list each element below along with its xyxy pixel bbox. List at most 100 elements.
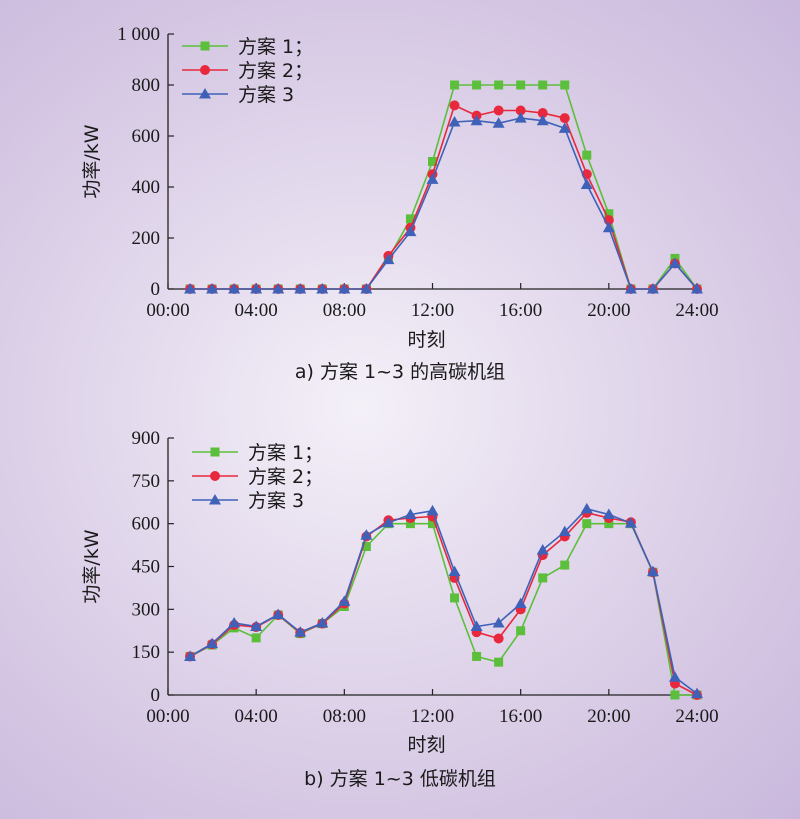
data-point — [691, 283, 703, 294]
data-point — [493, 105, 504, 116]
y-tick-label: 900 — [132, 428, 161, 449]
data-point — [294, 626, 307, 637]
data-point — [580, 178, 593, 189]
y-tick-label: 450 — [132, 557, 161, 578]
data-point — [450, 593, 460, 603]
series-line — [189, 507, 698, 695]
x-axis-title: 时刻 — [407, 329, 445, 351]
panel-caption: b) 方案 1~3 低碳机组 — [304, 768, 496, 790]
x-tick-label: 12:00 — [411, 300, 454, 321]
chart-panel-2: 0 150 300 450 600 750 900 00:00 04:00 08:00 12:00 1… — [81, 428, 719, 790]
data-point — [294, 283, 307, 294]
data-point — [272, 283, 285, 294]
data-point — [338, 595, 351, 606]
x-tick-label: 16:00 — [499, 706, 542, 727]
y-axis-title: 功率/kW — [81, 124, 103, 198]
data-point — [494, 657, 504, 667]
x-axis-title: 时刻 — [407, 734, 445, 756]
data-point — [536, 114, 549, 126]
chart-panel-1: 0 200 400 600 800 1 000 00:00 04:00 08:00 12:00 16… — [81, 24, 719, 383]
series-line — [190, 117, 698, 290]
data-point — [604, 209, 614, 219]
data-point — [559, 113, 570, 124]
data-point — [558, 122, 571, 133]
data-point — [516, 80, 526, 90]
data-point — [624, 517, 637, 528]
x-tick-label: 24:00 — [675, 706, 718, 727]
x-tick-label: 00:00 — [146, 300, 189, 321]
legend-marker — [200, 41, 210, 51]
legend: 方案 1；方案 2；方案 3 — [192, 442, 323, 512]
y-tick-label: 1 000 — [117, 24, 160, 45]
data-point — [184, 283, 197, 294]
data-point — [582, 519, 592, 529]
data-point — [472, 80, 482, 90]
y-axis-title: 功率/kW — [81, 529, 103, 603]
data-point — [361, 542, 371, 552]
x-tick-label: 20:00 — [587, 706, 630, 727]
y-tick-label: 200 — [132, 228, 161, 249]
data-point — [472, 651, 482, 661]
y-tick-label: 0 — [151, 279, 161, 300]
data-point — [404, 508, 417, 520]
data-point — [360, 283, 373, 294]
data-point — [470, 114, 483, 126]
data-point — [316, 617, 329, 628]
y-tick-label: 400 — [132, 177, 161, 198]
data-point — [404, 225, 417, 237]
data-point — [228, 283, 241, 294]
x-tick-label: 24:00 — [675, 300, 718, 321]
data-point — [558, 525, 571, 537]
y-tick-label: 600 — [132, 514, 161, 535]
data-point — [316, 283, 329, 294]
series-2 — [185, 507, 702, 700]
data-point — [515, 105, 526, 116]
series-3 — [184, 502, 703, 699]
data-point — [494, 80, 504, 90]
data-point — [670, 690, 680, 700]
data-point — [580, 502, 593, 514]
data-point — [360, 529, 373, 540]
x-tick-label: 04:00 — [235, 300, 278, 321]
legend-label: 方案 2； — [248, 466, 323, 488]
data-point — [582, 150, 592, 160]
legend-label: 方案 2； — [238, 60, 313, 82]
data-point — [536, 543, 549, 555]
data-point — [493, 633, 504, 644]
data-point — [604, 519, 614, 529]
data-point — [382, 253, 395, 265]
data-point — [251, 633, 261, 643]
y-tick-label: 750 — [132, 471, 161, 492]
data-point — [516, 626, 526, 636]
series-3 — [184, 112, 703, 294]
data-point — [448, 115, 461, 127]
x-tick-label: 04:00 — [235, 706, 278, 727]
y-tick-label: 300 — [132, 599, 161, 620]
data-point — [338, 283, 351, 294]
legend-marker — [200, 65, 210, 75]
legend-label: 方案 1； — [238, 36, 313, 58]
data-point — [668, 257, 681, 268]
x-tick-label: 08:00 — [323, 300, 366, 321]
legend-marker — [210, 471, 220, 481]
data-point — [514, 597, 527, 609]
data-point — [206, 283, 219, 294]
legend-label: 方案 1； — [248, 442, 323, 464]
x-tick-label: 12:00 — [411, 706, 454, 727]
y-tick-label: 800 — [132, 75, 161, 96]
y-tick-label: 150 — [132, 642, 161, 663]
data-point — [492, 617, 505, 628]
x-tick-label: 16:00 — [499, 300, 542, 321]
data-point — [272, 608, 285, 619]
data-point — [492, 117, 505, 128]
data-point — [448, 565, 461, 577]
legend-marker — [210, 447, 220, 457]
data-point — [450, 80, 460, 90]
data-point — [382, 516, 395, 528]
data-point — [602, 221, 615, 233]
data-point — [449, 100, 460, 111]
data-point — [691, 687, 703, 699]
data-point — [426, 173, 439, 184]
